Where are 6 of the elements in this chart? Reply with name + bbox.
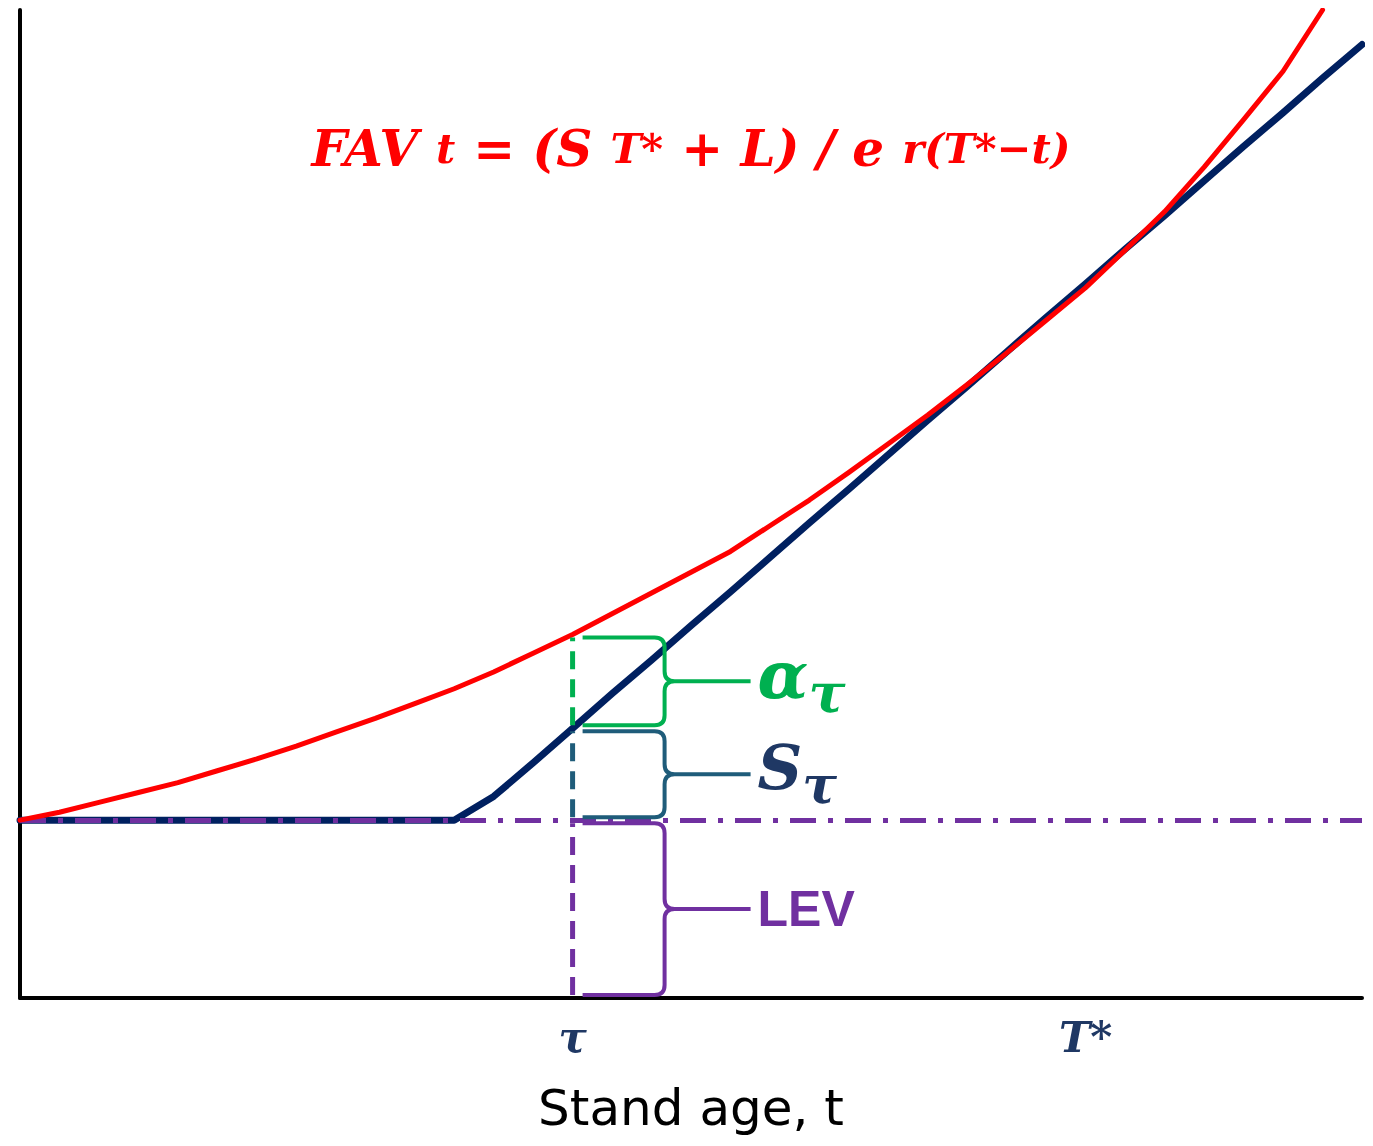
annotation: LEV	[757, 881, 855, 938]
x-tick-label: τ	[558, 1012, 588, 1062]
annotation: α$_{τ}$	[757, 636, 846, 726]
x-tick-label: T*	[1059, 1012, 1113, 1062]
x-axis-title: Stand age, t	[538, 1079, 844, 1137]
annotation: S$_{τ}$	[757, 731, 838, 816]
